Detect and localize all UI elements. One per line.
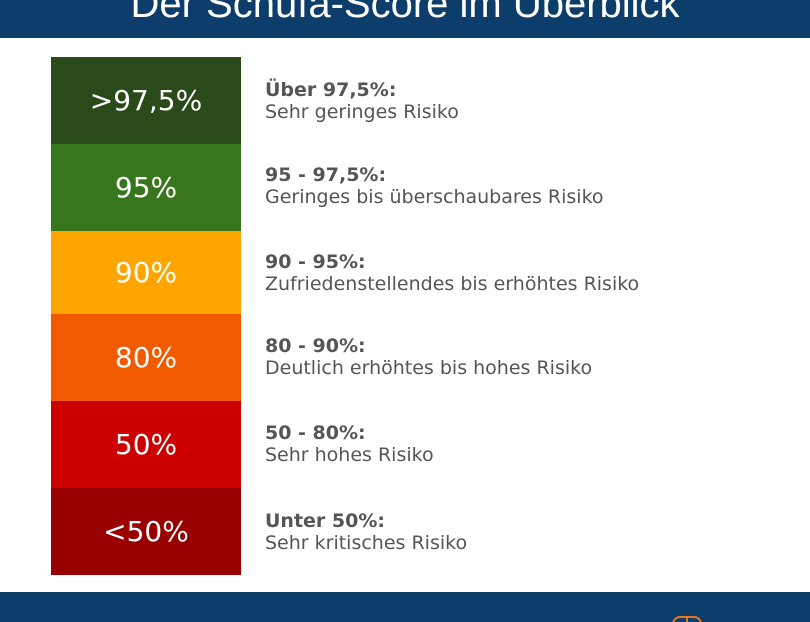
score-risk-text: Geringes bis überschaubares Risiko	[265, 186, 604, 208]
header-bar: Der Schufa-Score im Überblick	[0, 0, 810, 38]
score-description-80: 80 - 90%: Deutlich erhöhtes bis hohes Ri…	[265, 335, 785, 379]
score-risk-text: Sehr geringes Risiko	[265, 101, 459, 123]
score-description-50: 50 - 80%: Sehr hohes Risiko	[265, 422, 785, 466]
score-band-label: >97,5%	[89, 84, 203, 117]
score-band-label: 50%	[114, 428, 178, 461]
score-description-90: 90 - 95%: Zufriedenstellendes bis erhöht…	[265, 251, 785, 295]
score-range: 80 - 90%:	[265, 335, 366, 357]
score-range: 50 - 80%:	[265, 422, 366, 444]
score-band-50: 50%	[51, 401, 241, 488]
score-band-80: 80%	[51, 314, 241, 401]
score-range: Unter 50%:	[265, 510, 385, 532]
score-range: 90 - 95%:	[265, 251, 366, 273]
score-range: 95 - 97,5%:	[265, 164, 387, 186]
score-risk-text: Zufriedenstellendes bis erhöhtes Risiko	[265, 273, 640, 295]
score-band-below-50: <50%	[51, 488, 241, 575]
score-band-label: <50%	[103, 515, 189, 548]
score-band-above-97-5: >97,5%	[51, 57, 241, 144]
footer-bar	[0, 592, 810, 622]
score-risk-text: Deutlich erhöhtes bis hohes Risiko	[265, 357, 593, 379]
page-title: Der Schufa-Score im Überblick	[130, 0, 680, 26]
score-description-95: 95 - 97,5%: Geringes bis überschaubares …	[265, 164, 785, 208]
score-description-above-97-5: Über 97,5%: Sehr geringes Risiko	[265, 79, 785, 123]
score-band-90: 90%	[51, 231, 241, 314]
score-range: Über 97,5%:	[265, 79, 397, 101]
score-band-95: 95%	[51, 144, 241, 231]
score-risk-text: Sehr hohes Risiko	[265, 444, 434, 466]
score-description-below-50: Unter 50%: Sehr kritisches Risiko	[265, 510, 785, 554]
score-band-label: 80%	[114, 341, 178, 374]
score-risk-text: Sehr kritisches Risiko	[265, 532, 468, 554]
score-band-label: 95%	[114, 171, 178, 204]
score-band-label: 90%	[114, 256, 178, 289]
logo-icon	[672, 616, 702, 622]
